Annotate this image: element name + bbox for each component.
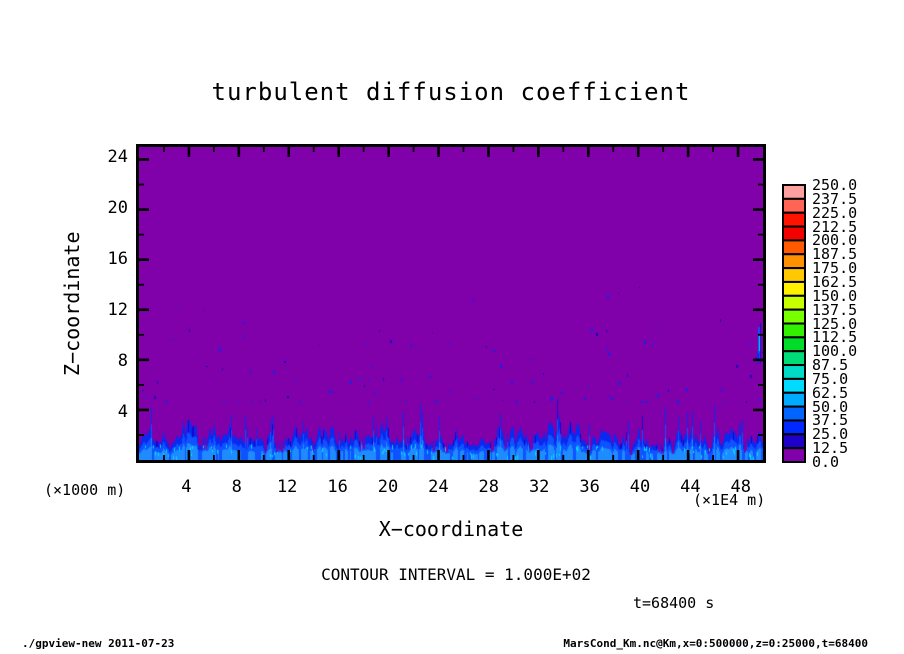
colorbar-swatch [782, 211, 806, 228]
colorbar-swatch [782, 294, 806, 311]
colorbar-tick-label: 225.0 [812, 203, 858, 222]
colorbar-tick-label: 112.5 [812, 328, 858, 347]
colorbar-swatch [782, 377, 806, 394]
colorbar-tick-label: 175.0 [812, 259, 858, 278]
colorbar [782, 184, 806, 463]
colorbar-tick-label: 212.5 [812, 217, 858, 236]
heatmap-canvas [139, 147, 763, 460]
colorbar-tick-label: 162.5 [812, 272, 858, 291]
plot-area [136, 144, 766, 463]
x-tick-label: 12 [276, 477, 298, 497]
z-tick-label: 24 [107, 146, 128, 167]
time-annotation: t=68400 s [633, 594, 715, 612]
x-tick-label: 40 [629, 477, 651, 497]
z-tick-label: 20 [107, 197, 128, 218]
colorbar-swatch [782, 336, 806, 353]
colorbar-swatch [782, 267, 806, 283]
colorbar-swatch [782, 364, 806, 380]
z-tick-label: 4 [117, 401, 128, 422]
colorbar-tick-label: 137.5 [812, 300, 858, 319]
z-tick-label: 16 [107, 248, 128, 269]
x-tick-label: 28 [478, 477, 500, 497]
x-tick-label: 8 [231, 477, 242, 497]
colorbar-swatch [782, 280, 806, 297]
colorbar-tick-label: 237.5 [812, 189, 858, 208]
colorbar-swatch [782, 391, 806, 408]
colorbar-swatch [782, 405, 806, 422]
program-footer: ./gpview-new 2011-07-23 [22, 637, 175, 650]
x-unit-label: (×1E4 m) [693, 491, 766, 509]
x-tick-label: 20 [377, 477, 399, 497]
z-unit-label: (×1000 m) [44, 481, 126, 499]
colorbar-swatch [782, 447, 806, 463]
x-tick-label: 44 [680, 477, 701, 497]
dataset-footer: MarsCond_Km.nc@Km,x=0:500000,z=0:25000,t… [563, 637, 868, 650]
colorbar-tick-label: 200.0 [812, 231, 858, 250]
colorbar-swatch [782, 197, 806, 214]
chart-title: turbulent diffusion coefficient [211, 78, 691, 106]
colorbar-swatch [782, 350, 806, 367]
colorbar-tick-label: 50.0 [812, 397, 849, 416]
colorbar-tick-label: 87.5 [812, 356, 849, 375]
colorbar-tick-label: 25.0 [812, 425, 849, 444]
x-tick-label: 24 [428, 477, 449, 497]
colorbar-tick-label: 150.0 [812, 286, 858, 305]
colorbar-tick-label: 250.0 [812, 176, 858, 194]
colorbar-tick-label: 75.0 [812, 369, 849, 388]
colorbar-swatch [782, 225, 806, 242]
colorbar-swatch [782, 433, 806, 450]
x-tick-label: 16 [327, 477, 348, 497]
x-tick-label: 4 [181, 477, 192, 497]
colorbar-swatch [782, 184, 806, 200]
colorbar-tick-label: 12.5 [812, 439, 849, 458]
x-tick-label: 48 [730, 477, 752, 497]
colorbar-tick-label: 62.5 [812, 383, 849, 402]
colorbar-tick-label: 125.0 [812, 314, 858, 333]
z-tick-label: 8 [117, 350, 128, 371]
contour-interval-note: CONTOUR INTERVAL = 1.000E+02 [321, 565, 591, 584]
colorbar-swatch [782, 253, 806, 270]
colorbar-swatch [782, 239, 806, 256]
colorbar-swatch [782, 322, 806, 339]
x-tick-label: 32 [528, 477, 550, 497]
z-tick-label: 12 [107, 299, 128, 320]
x-axis-label: X−coordinate [378, 517, 524, 541]
x-tick-label: 36 [579, 477, 600, 497]
colorbar-tick-label: 37.5 [812, 411, 849, 430]
colorbar-tick-label: 100.0 [812, 342, 858, 361]
colorbar-swatch [782, 308, 806, 325]
colorbar-swatch [782, 419, 806, 436]
colorbar-tick-label: 187.5 [812, 245, 858, 264]
colorbar-tick-label: 0.0 [812, 453, 840, 471]
